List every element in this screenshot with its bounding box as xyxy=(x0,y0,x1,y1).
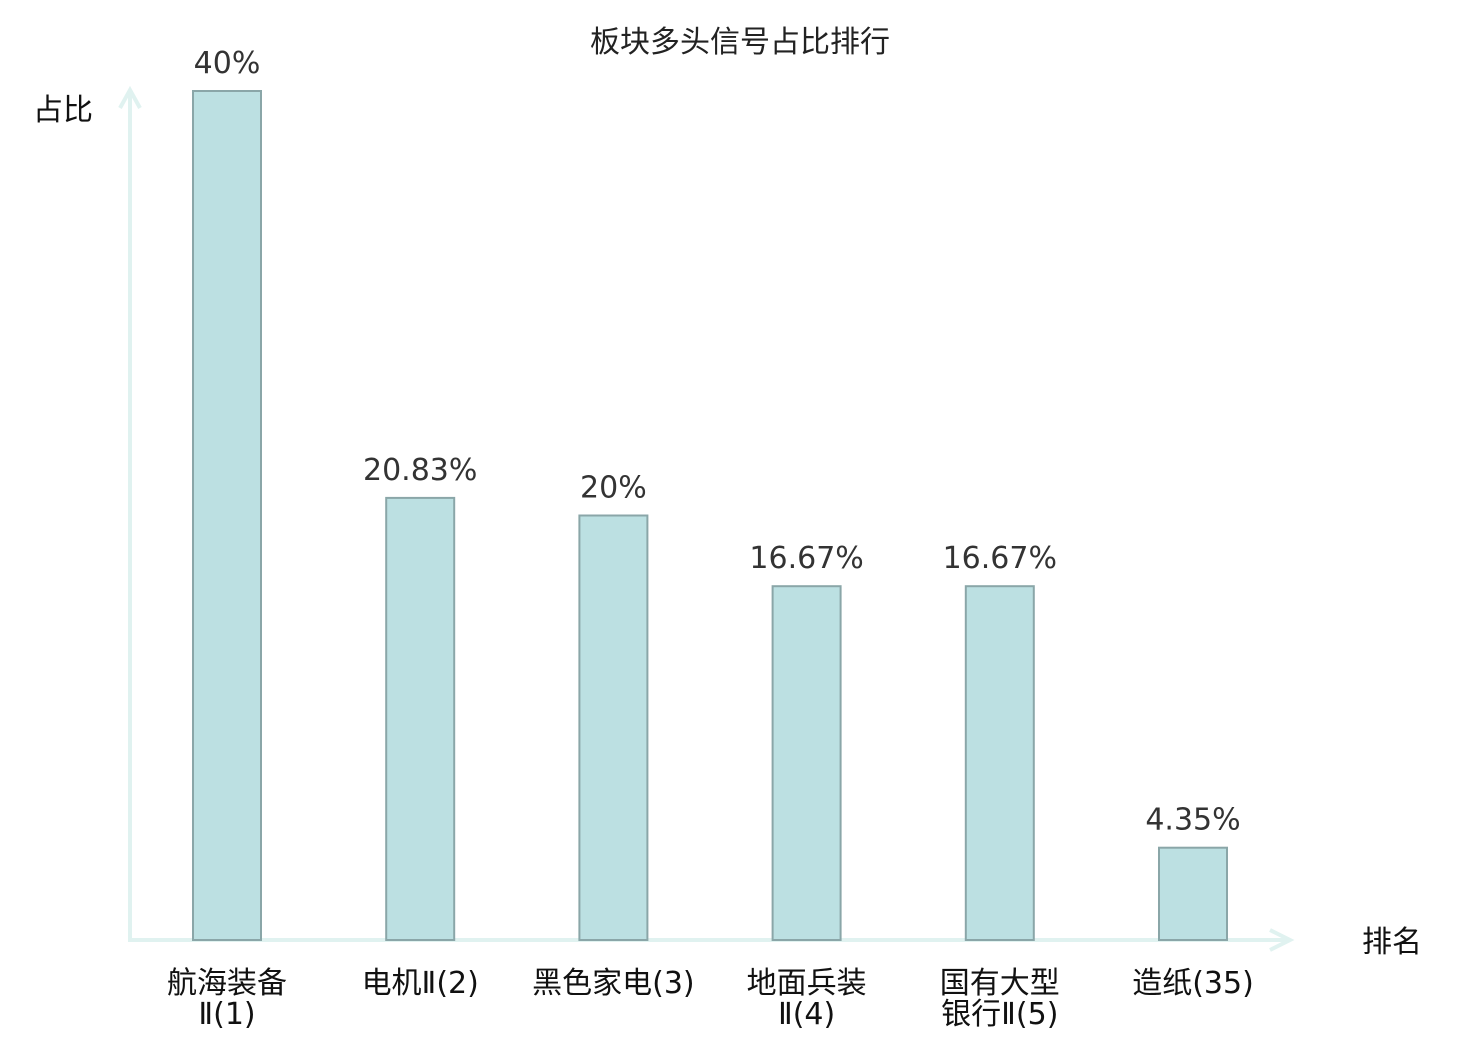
bar-value-label: 40% xyxy=(194,46,261,81)
category-label: 航海装备 Ⅱ(1) xyxy=(167,966,287,1032)
bar-value-label: 4.35% xyxy=(1145,803,1240,838)
bar-value-label: 20% xyxy=(580,471,647,506)
category-label: 地面兵装 Ⅱ(4) xyxy=(747,966,867,1032)
category-label: 造纸(35) xyxy=(1132,966,1254,1001)
bar xyxy=(964,585,1035,941)
category-label-line: 地面兵装 xyxy=(747,966,867,1001)
category-label-line: 航海装备 xyxy=(167,966,287,1001)
category-labels: 航海装备 Ⅱ(1) 电机Ⅱ(2) 黑色家电(3) 地面兵装 Ⅱ(4) 国有大型银行Ⅱ(5) 造… xyxy=(167,966,1254,1032)
value-labels: 40% 20.83% 20% 16.67% 16.67% 4.35% xyxy=(194,46,1241,838)
bar-value-label: 16.67% xyxy=(749,541,863,576)
bar-value-label: 20.83% xyxy=(363,453,477,488)
chart-title: 板块多头信号占比排行 xyxy=(590,25,890,60)
category-label-line: 国有大型 xyxy=(940,966,1060,1001)
x-axis-label: 排名 xyxy=(1362,925,1422,960)
category-label-line: Ⅱ(4) xyxy=(778,997,835,1032)
category-label: 国有大型银行Ⅱ(5) xyxy=(940,966,1060,1032)
bar xyxy=(1158,846,1228,942)
category-label-line: 黑色家电(3) xyxy=(532,966,695,1001)
x-axis: 排名 xyxy=(128,925,1422,960)
category-label: 黑色家电(3) xyxy=(532,966,695,1001)
y-axis-arrow-icon xyxy=(118,85,142,109)
x-axis-arrow-icon xyxy=(1269,928,1295,952)
bar xyxy=(578,514,649,941)
category-label-line: Ⅱ(1) xyxy=(198,997,255,1032)
category-label-line: 银行Ⅱ(5) xyxy=(941,997,1058,1032)
category-label-line: 造纸(35) xyxy=(1132,966,1254,1001)
y-axis: 占比 xyxy=(33,85,142,940)
bar-value-label: 16.67% xyxy=(943,541,1057,576)
bar xyxy=(771,585,842,941)
bar xyxy=(192,90,262,941)
bar xyxy=(385,496,456,941)
category-label: 电机Ⅱ(2) xyxy=(362,966,479,1001)
category-label-line: 电机Ⅱ(2) xyxy=(362,966,479,1001)
bars xyxy=(192,90,1228,942)
y-axis-label: 占比 xyxy=(33,93,93,128)
